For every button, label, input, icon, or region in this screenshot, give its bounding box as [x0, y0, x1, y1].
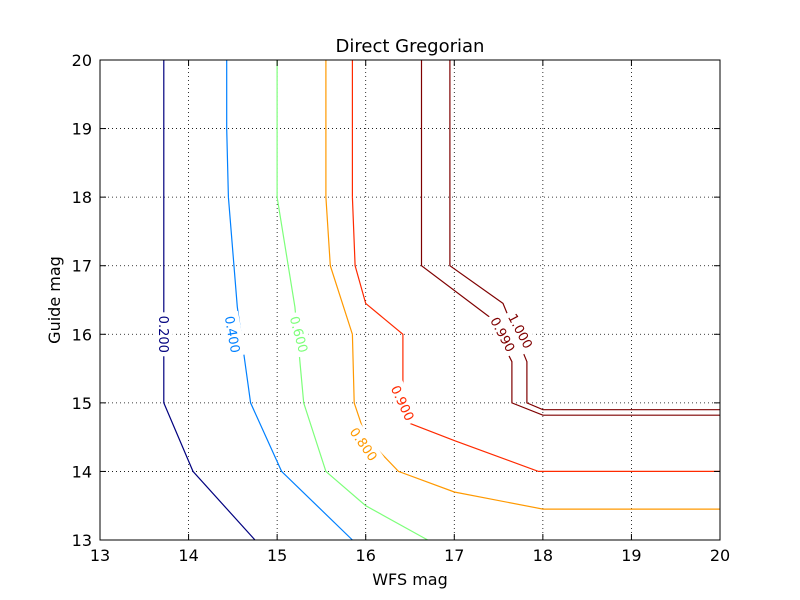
plot-area	[100, 60, 720, 540]
contour-label-gap	[154, 312, 173, 357]
contour-label-gap	[220, 311, 246, 358]
contour-label-gap	[284, 310, 314, 358]
contour-label-gap	[484, 310, 522, 358]
y-tick-label: 19	[72, 120, 92, 139]
y-axis-label: Guide mag	[45, 256, 64, 344]
plot-frame	[99, 59, 721, 541]
contour-line-0.400	[226, 60, 353, 541]
contour-line-0.800	[325, 60, 720, 510]
x-tick-label: 14	[178, 546, 198, 565]
y-tick-label: 15	[72, 394, 92, 413]
x-tick-label: 15	[267, 546, 287, 565]
x-tick-label: 19	[621, 546, 641, 565]
contour-label-gap	[502, 307, 539, 355]
y-tick-label: 20	[72, 51, 92, 70]
contour-label-gap	[385, 379, 421, 427]
y-tick-label: 16	[72, 325, 92, 344]
contour-line-1.000	[449, 60, 720, 411]
contour-line-0.990	[420, 60, 720, 416]
chart-title: Direct Gregorian	[336, 36, 485, 57]
y-tick-label: 17	[72, 257, 92, 276]
x-tick-label: 13	[90, 546, 110, 565]
x-axis-ticks: 13 14 15 16 17 18 19 20	[90, 60, 730, 565]
x-axis-label: WFS mag	[372, 570, 448, 589]
contour-label-0.400: 0.400	[221, 315, 242, 354]
contour-label-gap	[343, 420, 384, 468]
y-axis-ticks: 13 14 15 16 17 18 19 20	[72, 51, 720, 550]
x-tick-label: 18	[533, 546, 553, 565]
x-tick-label: 17	[444, 546, 464, 565]
contour-label-0.200: 0.200	[155, 316, 170, 353]
y-tick-label: 14	[72, 462, 92, 481]
x-tick-label: 20	[710, 546, 730, 565]
y-tick-label: 13	[72, 531, 92, 550]
y-tick-label: 18	[72, 188, 92, 207]
x-tick-label: 16	[356, 546, 376, 565]
